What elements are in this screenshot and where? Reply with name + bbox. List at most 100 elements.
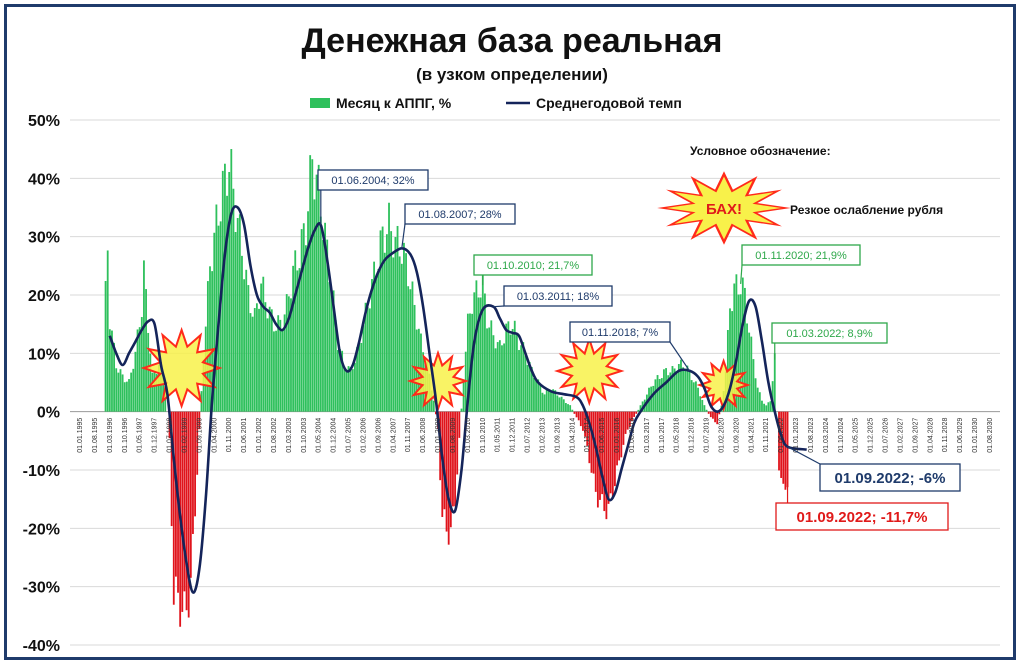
bar <box>228 172 231 412</box>
legend-bar-label: Месяц к АППГ, % <box>336 95 452 111</box>
annotation-box <box>569 321 671 343</box>
bar <box>569 405 572 412</box>
bar <box>754 378 757 412</box>
bar <box>586 411 589 446</box>
bar <box>562 399 565 412</box>
bar <box>731 311 734 412</box>
bar <box>522 342 525 412</box>
bar <box>545 389 548 412</box>
bar <box>373 261 376 412</box>
x-tick-label: 01.12.2011 <box>510 418 517 453</box>
bar <box>413 304 416 412</box>
x-tick-label: 01.05.2018 <box>674 418 681 453</box>
bar <box>515 333 518 412</box>
bar <box>658 378 661 412</box>
bar <box>763 403 766 412</box>
bar <box>213 232 216 412</box>
x-tick-label: 01.06.2015 <box>599 418 606 453</box>
y-tick-label: 40% <box>28 171 60 188</box>
bar <box>136 329 139 412</box>
bar <box>381 226 384 412</box>
bar <box>187 411 190 618</box>
y-axis: 50% 40% 30% 20% 10% 0% -10% -20% -30% -40% <box>23 113 60 655</box>
bar <box>396 225 399 412</box>
chart-title: Денежная база реальная <box>302 22 723 60</box>
x-tick-label: 01.11.2014 <box>584 418 591 453</box>
bar <box>688 369 691 412</box>
bar <box>209 266 211 412</box>
bar <box>701 399 704 412</box>
bar <box>765 405 768 412</box>
bar <box>319 216 322 412</box>
bar <box>682 367 685 412</box>
bar <box>238 214 241 412</box>
x-tick-label: 01.06.2001 <box>241 418 248 453</box>
bar <box>631 411 633 421</box>
bar <box>494 348 497 412</box>
bar <box>298 268 301 412</box>
bar <box>786 411 789 488</box>
x-tick-label: 01.10.2017 <box>659 418 666 453</box>
bar <box>690 380 693 412</box>
bar <box>194 411 196 517</box>
bar <box>498 340 501 412</box>
bar <box>351 369 354 412</box>
bar <box>232 188 235 412</box>
x-tick-label: 01.08.2002 <box>271 418 278 453</box>
bar <box>626 411 629 430</box>
bar <box>189 411 192 578</box>
bar <box>264 302 267 412</box>
bar <box>383 252 386 412</box>
bar <box>560 396 563 412</box>
bar <box>582 411 584 431</box>
bar <box>140 317 143 412</box>
bar <box>339 349 341 412</box>
x-axis: 01.01.1995 01.08.1995 01.03.1996 01.10.1996… <box>77 418 994 453</box>
bar <box>268 306 271 412</box>
bar <box>699 396 702 412</box>
bar <box>132 368 135 412</box>
bar <box>251 316 254 412</box>
bar <box>484 293 486 412</box>
bar <box>125 381 128 412</box>
bar <box>741 277 744 412</box>
bar <box>718 411 721 415</box>
annotation-label: 01.03.2011; 18% <box>517 291 600 303</box>
bar <box>375 276 378 412</box>
bar <box>550 391 552 412</box>
bar <box>469 313 471 412</box>
bar <box>336 350 339 412</box>
x-tick-label: 01.05.2011 <box>495 418 502 453</box>
bar <box>622 411 625 445</box>
bar <box>153 371 156 412</box>
bar <box>349 367 352 412</box>
bar <box>475 280 478 412</box>
burst-marker <box>554 335 625 407</box>
bar <box>707 411 710 414</box>
bar <box>385 234 388 412</box>
y-tick-label: 20% <box>28 288 60 305</box>
bar <box>326 239 329 412</box>
bar <box>134 351 137 412</box>
bar <box>160 366 162 412</box>
annotations: 01.06.2004; 32% 01.08.2007; 28% 01.10.2010… <box>317 169 961 531</box>
x-tick-label: 01.08.2023 <box>808 418 815 453</box>
x-tick-label: 01.09.2006 <box>375 418 382 453</box>
x-tick-label: 01.03.2003 <box>286 418 293 453</box>
bar <box>567 404 569 412</box>
bar <box>394 237 397 412</box>
bar <box>354 362 356 412</box>
bar <box>198 411 201 430</box>
bar <box>771 381 774 412</box>
y-tick-label: 50% <box>28 113 60 130</box>
bar <box>260 283 263 412</box>
bar <box>456 411 459 475</box>
bar <box>452 411 454 507</box>
bar <box>703 405 706 412</box>
x-tick-label: 01.12.1997 <box>152 418 159 453</box>
bar <box>104 281 107 412</box>
x-tick-label: 01.01.2016 <box>614 418 621 453</box>
bar <box>635 411 638 414</box>
x-tick-label: 01.03.2024 <box>823 418 830 453</box>
